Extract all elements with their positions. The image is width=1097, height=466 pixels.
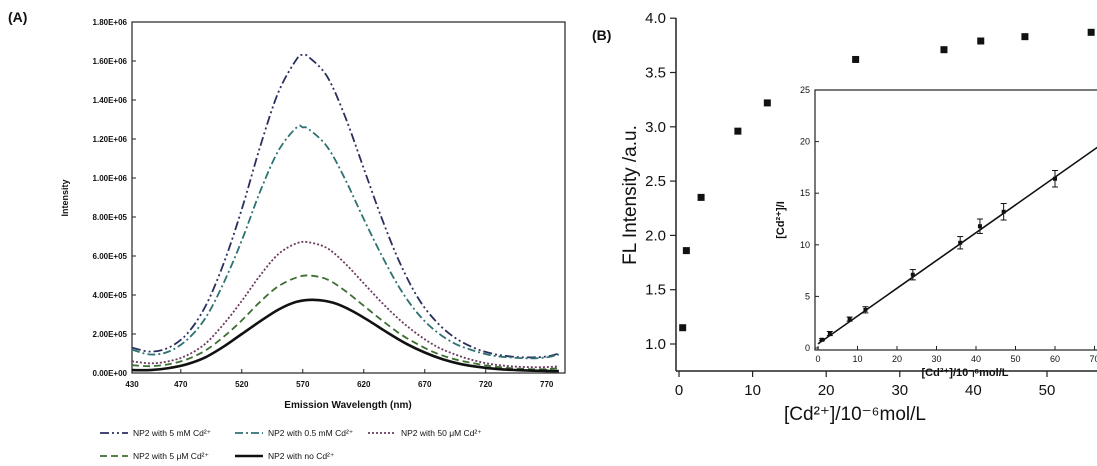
inset-data-point <box>977 224 982 229</box>
panel-b-label: (B) <box>592 27 611 43</box>
inset-y-tick-label: 25 <box>800 85 810 95</box>
a-y-tick-label: 1.80E+06 <box>93 18 128 27</box>
a-y-axis-label: Intensity <box>60 179 70 216</box>
a-x-axis-label: Emission Wavelength (nm) <box>284 400 411 411</box>
a-legend: NP2 with 5 mM Cd²⁺ NP2 with 0.5 mM Cd²⁺ NP… <box>100 428 482 461</box>
inset-data-point <box>847 317 852 322</box>
a-y-tick-label: 1.20E+06 <box>93 135 128 144</box>
panel-b: (B) 1.01.52.02.53.03.54.0 01020304050607… <box>592 10 1097 425</box>
a-x-tick-label: 470 <box>174 380 188 389</box>
a-x-tick-label: 620 <box>357 380 371 389</box>
b-data-point <box>940 46 948 54</box>
b-x-tick-label: 10 <box>744 382 761 399</box>
b-y-ticks: 1.0 1.5 2.0 2.5 3.0 3.5 4.0 <box>645 10 676 353</box>
b-points <box>679 28 1095 332</box>
inset-chart: 0 5 10 15 20 25 0 10 20 30 40 50 60 70 [Cd²⁺]/I [Cd²… <box>775 85 1097 379</box>
a-legend-label-4: NP2 with no Cd²⁺ <box>268 451 335 461</box>
b-x-ticks: 010203040506070 <box>675 371 1056 399</box>
a-series-line-0 <box>131 53 560 359</box>
b-y-tick-label: 3.0 <box>645 119 666 136</box>
inset-x-tick-label: 60 <box>1050 354 1060 364</box>
a-y-tick-label: 1.40E+06 <box>93 96 128 105</box>
inset-data-point <box>910 272 915 277</box>
b-data-point <box>697 193 705 201</box>
inset-x-tick-label: 70 <box>1089 354 1097 364</box>
b-x-tick-label: 40 <box>965 382 982 399</box>
a-x-tick-label: 520 <box>235 380 249 389</box>
a-x-tick-label: 770 <box>540 380 554 389</box>
a-legend-label-3: NP2 with 5 μM Cd²⁺ <box>133 451 209 461</box>
b-data-point <box>763 99 771 107</box>
b-x-tick-label: 20 <box>818 382 835 399</box>
b-y-tick-label: 3.5 <box>645 65 666 82</box>
b-data-point <box>679 324 687 332</box>
inset-x-tick-label: 20 <box>892 354 902 364</box>
a-y-tick-label: 0.00E+00 <box>93 369 128 378</box>
inset-x-tick-label: 50 <box>1010 354 1020 364</box>
inset-y-tick-label: 20 <box>800 137 810 147</box>
b-data-point <box>1021 33 1029 41</box>
inset-data-point <box>1053 176 1057 181</box>
inset-data-point <box>827 331 832 336</box>
b-data-point <box>852 55 860 63</box>
inset-x-ticks: 0 10 20 30 40 50 60 70 <box>815 346 1097 364</box>
inset-x-axis-label: [Cd²⁺]/10⁻⁶mol/L <box>922 367 1009 379</box>
inset-x-tick-label: 0 <box>815 354 820 364</box>
a-series-line-4 <box>131 298 559 373</box>
b-y-tick-label: 4.0 <box>645 10 666 27</box>
inset-x-tick-label: 40 <box>971 354 981 364</box>
a-y-tick-label: 1.00E+06 <box>93 174 128 183</box>
b-x-tick-label: 0 <box>675 382 683 399</box>
a-y-ticks: 0.00E+00 2.00E+05 4.00E+05 6.00E+05 8.00E+05… <box>93 18 136 378</box>
a-x-tick-label: 670 <box>418 380 432 389</box>
b-x-tick-label: 30 <box>891 382 908 399</box>
a-series-line-3 <box>131 274 559 371</box>
inset-data-point <box>819 337 824 342</box>
b-data-point <box>734 127 742 135</box>
a-x-ticks: 430 470 520 570 620 670 720 770 <box>125 369 554 389</box>
inset-data-point <box>1001 209 1006 214</box>
panel-a: (A) 0.00E+00 2.00E+05 4.00E+05 6.00E+05 8.00… <box>8 9 566 461</box>
inset-data-point <box>958 240 963 245</box>
a-y-tick-label: 4.00E+05 <box>93 291 128 300</box>
a-x-tick-label: 570 <box>296 380 310 389</box>
plot-a-frame <box>131 21 566 374</box>
b-data-point <box>1087 28 1095 36</box>
inset-y-axis-label: [Cd²⁺]/I <box>775 201 787 239</box>
inset-frame <box>814 89 1097 351</box>
inset-x-tick-label: 10 <box>852 354 862 364</box>
a-y-tick-label: 6.00E+05 <box>93 252 128 261</box>
a-y-tick-label: 2.00E+05 <box>93 330 128 339</box>
a-legend-label-0: NP2 with 5 mM Cd²⁺ <box>133 428 212 438</box>
b-x-axis-label: [Cd²⁺]/10⁻⁶mol/L <box>784 404 926 425</box>
a-x-tick-label: 430 <box>125 380 139 389</box>
a-series-group <box>131 53 560 373</box>
inset-y-tick-label: 5 <box>805 291 810 301</box>
a-y-tick-label: 1.60E+06 <box>93 57 128 66</box>
a-series-line-1 <box>131 124 560 360</box>
inset-points <box>818 169 1058 342</box>
a-series-line-2 <box>131 240 559 369</box>
inset-y-tick-label: 10 <box>800 240 810 250</box>
b-y-tick-label: 2.5 <box>645 173 666 190</box>
b-y-tick-label: 1.0 <box>645 336 666 353</box>
inset-y-ticks: 0 5 10 15 20 25 <box>800 85 819 353</box>
inset-data-point <box>863 307 868 312</box>
b-y-axis-label: FL Intensity /a.u. <box>620 125 641 265</box>
panel-a-label: (A) <box>8 9 27 25</box>
a-legend-label-2: NP2 with 50 μM Cd²⁺ <box>401 428 482 438</box>
a-x-tick-label: 720 <box>479 380 493 389</box>
inset-y-tick-label: 15 <box>800 188 810 198</box>
b-y-tick-label: 2.0 <box>645 227 666 244</box>
a-y-tick-label: 8.00E+05 <box>93 213 128 222</box>
inset-y-tick-label: 0 <box>805 343 810 353</box>
b-y-tick-label: 1.5 <box>645 282 666 299</box>
a-legend-label-1: NP2 with 0.5 mM Cd²⁺ <box>268 428 354 438</box>
b-data-point <box>977 37 985 45</box>
b-x-tick-label: 50 <box>1039 382 1056 399</box>
inset-x-tick-label: 30 <box>931 354 941 364</box>
b-data-point <box>682 247 690 255</box>
